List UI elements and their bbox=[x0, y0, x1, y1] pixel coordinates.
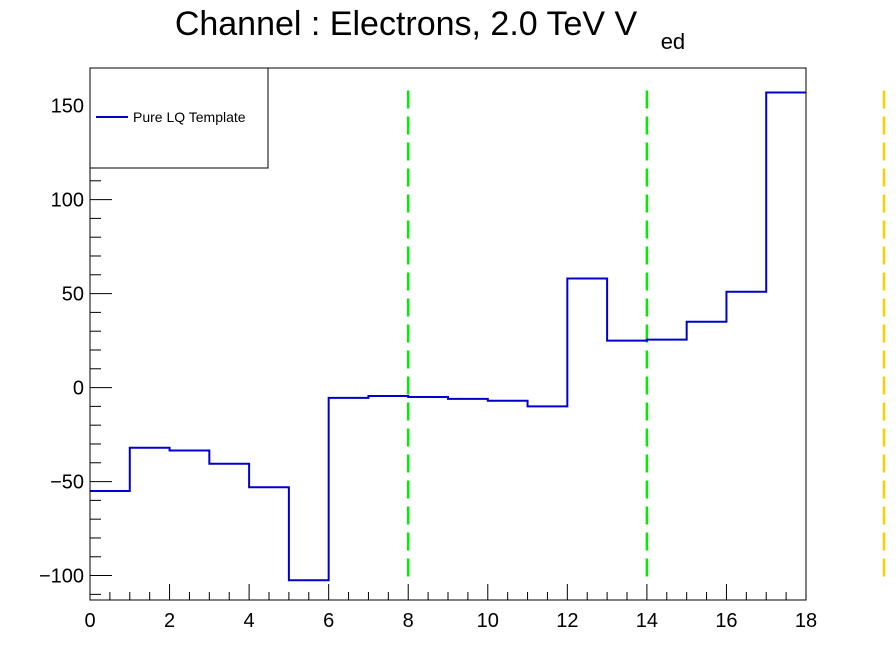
y-tick-label: −50 bbox=[50, 472, 84, 494]
chart-title-main: Channel : Electrons, 2.0 TeV V bbox=[175, 5, 638, 43]
x-tick-label: 16 bbox=[715, 610, 737, 632]
series-group bbox=[90, 91, 806, 582]
x-tick-label: 4 bbox=[244, 610, 255, 632]
y-tick-label: −100 bbox=[39, 566, 84, 588]
y-tick-label: 0 bbox=[73, 378, 84, 400]
y-tick-label: 100 bbox=[51, 190, 84, 212]
axes: 0 2 4 6 8 10 12 14 16 18 −100 −50 0 50 100 150 bbox=[39, 67, 817, 632]
chart-title: Channel : Electrons, 2.0 TeV V ed bbox=[175, 5, 685, 54]
legend: Pure LQ Template bbox=[89, 67, 269, 169]
y-tick-label: 50 bbox=[62, 284, 84, 306]
x-tick-label: 18 bbox=[795, 610, 817, 632]
legend-label-0: Pure LQ Template bbox=[133, 109, 246, 125]
chart-title-subscript: ed bbox=[661, 29, 685, 54]
x-tick-label: 10 bbox=[477, 610, 499, 632]
x-tick-label: 8 bbox=[403, 610, 414, 632]
x-tick-label: 0 bbox=[84, 610, 95, 632]
vertical-lines bbox=[406, 90, 886, 580]
x-tick-label: 12 bbox=[556, 610, 578, 632]
x-tick-label: 6 bbox=[323, 610, 334, 632]
x-tick-label: 14 bbox=[636, 610, 658, 632]
x-tick-label: 2 bbox=[164, 610, 175, 632]
y-tick-label: 150 bbox=[51, 96, 84, 118]
series-line-0 bbox=[90, 91, 806, 582]
